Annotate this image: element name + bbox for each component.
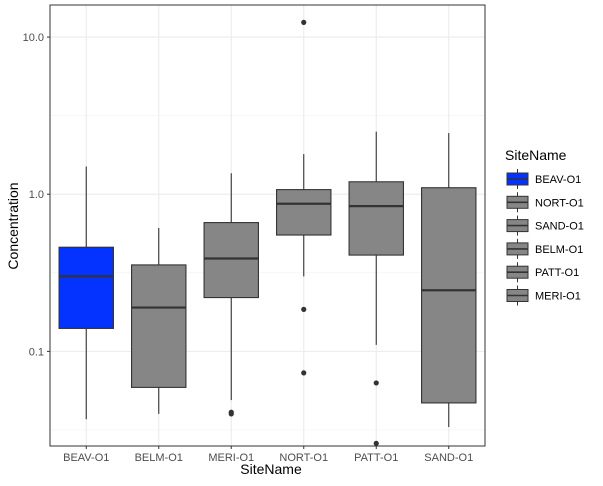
box-body (421, 187, 477, 404)
outlier-point (301, 370, 307, 376)
legend-item-sand-o1: SAND-O1 (506, 215, 584, 236)
legend-item-meri-o1: MERI-O1 (506, 285, 581, 306)
box-body (131, 264, 187, 388)
legend-item-belm-o1: BELM-O1 (506, 238, 583, 259)
legend-item-patt-o1: PATT-O1 (506, 262, 579, 283)
legend-label: MERI-O1 (535, 291, 581, 303)
outlier-point (373, 380, 379, 386)
panel-background (50, 5, 485, 446)
x-tick-label: BEAV-O1 (63, 452, 109, 464)
outlier-point (301, 19, 307, 25)
y-tick-label: 10.0 (23, 32, 44, 44)
legend-label: PATT-O1 (535, 267, 579, 279)
box-body (348, 181, 404, 256)
box-meri-o1 (203, 173, 259, 417)
box-beav-o1 (58, 166, 114, 420)
legend-label: SAND-O1 (535, 221, 584, 233)
x-axis: BEAV-O1 BELM-O1 MERI-O1 NORT-O1 PATT-O1 SAND-… (63, 446, 473, 464)
x-axis-title: SiteName (240, 461, 302, 477)
box-sand-o1 (421, 133, 477, 428)
outlier-point (373, 440, 379, 446)
legend-label: BEAV-O1 (535, 174, 581, 186)
box-patt-o1 (348, 131, 404, 446)
y-tick-label: 1.0 (29, 189, 44, 201)
box-belm-o1 (131, 227, 187, 414)
outlier-point (301, 306, 307, 312)
y-tick-label: 0.1 (29, 346, 44, 358)
y-axis: 0.1 1.0 10.0 (23, 32, 50, 358)
plot-panel (49, 4, 486, 447)
outlier-point (228, 411, 234, 417)
box-body (276, 189, 332, 236)
box-body (203, 222, 259, 299)
legend: SiteName BEAV-O1 NORT-O1 SAND-O1 BELM-O1 PAT… (505, 147, 584, 306)
x-tick-label: MERI-O1 (208, 452, 254, 464)
box-body (58, 246, 114, 329)
x-tick-label: SAND-O1 (424, 452, 473, 464)
legend-label: BELM-O1 (535, 244, 583, 256)
legend-item-nort-o1: NORT-O1 (506, 192, 584, 213)
x-tick-label: NORT-O1 (279, 452, 328, 464)
legend-title: SiteName (505, 147, 567, 163)
legend-item-beav-o1: BEAV-O1 (506, 169, 581, 189)
y-axis-title: Concentration (5, 182, 21, 269)
box-nort-o1 (276, 19, 332, 376)
x-tick-label: PATT-O1 (354, 452, 398, 464)
panel-border (49, 4, 486, 447)
legend-label: NORT-O1 (535, 197, 584, 209)
x-tick-label: BELM-O1 (135, 452, 183, 464)
